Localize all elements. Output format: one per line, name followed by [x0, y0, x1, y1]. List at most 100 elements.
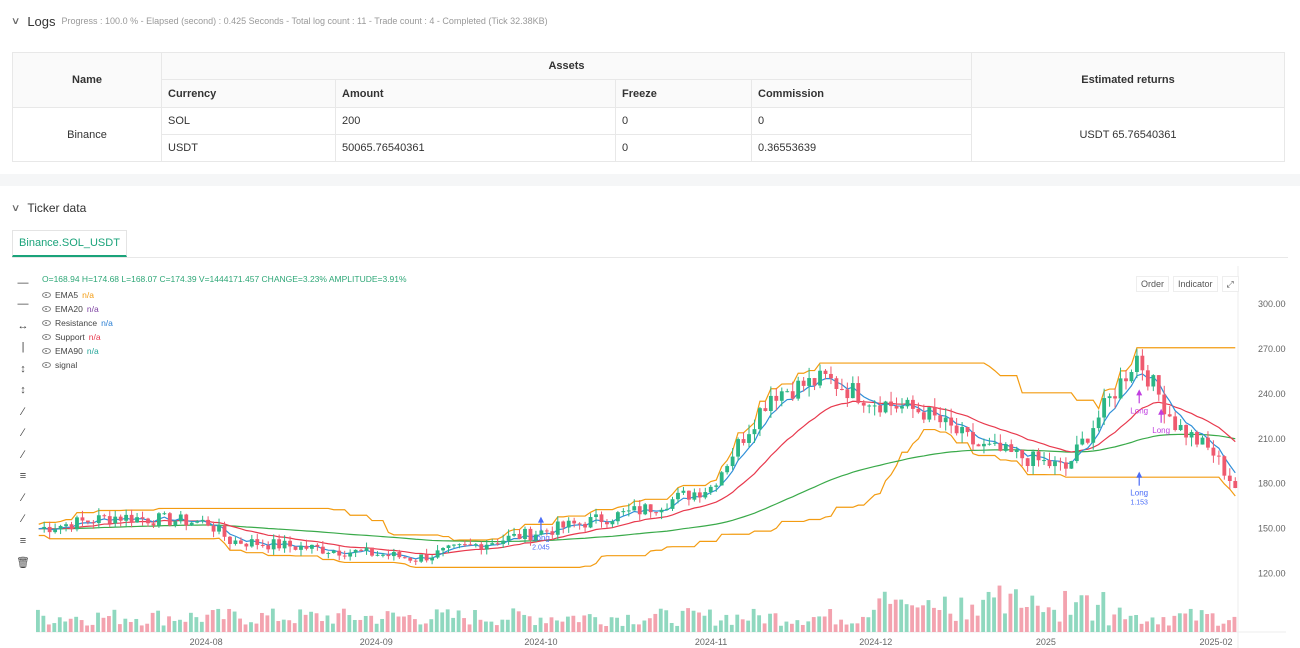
volume-bar — [877, 598, 882, 632]
vertical-line-icon[interactable]: | — [21, 341, 25, 354]
candle-body — [162, 513, 167, 515]
trend-line-icon[interactable]: ∕ — [22, 405, 24, 418]
candle-body — [900, 406, 904, 409]
volume-bar — [287, 620, 292, 632]
candle-body — [976, 444, 981, 447]
legend-signal[interactable]: signal — [42, 358, 113, 372]
fibonacci-icon[interactable]: ∕ — [22, 513, 24, 526]
legend-label: EMA5 — [55, 290, 79, 300]
candle-body — [943, 417, 948, 423]
volume-bar — [467, 624, 472, 632]
horizontal-ray-icon[interactable]: — — [17, 298, 29, 311]
trash-icon[interactable]: 🗑 — [16, 556, 30, 569]
candle-body — [353, 549, 358, 553]
candle-body — [124, 514, 129, 521]
candle-body — [129, 514, 134, 523]
candle-body — [424, 554, 429, 561]
volume-bar — [1024, 607, 1029, 632]
volume-bar — [1205, 614, 1210, 632]
extended-line-icon[interactable]: ↔ — [17, 319, 29, 332]
legend-ema5[interactable]: EMA5 n/a — [42, 288, 113, 302]
assets-table: Name Assets Estimated returns Currency A… — [12, 52, 1285, 162]
volume-bar — [341, 608, 346, 632]
candle-body — [1080, 438, 1085, 445]
volume-bar — [735, 614, 740, 632]
section-divider — [0, 174, 1300, 186]
candle-body — [381, 554, 385, 556]
fib-levels-icon[interactable]: ≡ — [19, 534, 27, 547]
chevron-down-icon[interactable]: ∨ — [10, 15, 21, 27]
volume-bar — [647, 618, 652, 632]
volume-bar — [1172, 615, 1177, 632]
volume-bar — [423, 623, 428, 632]
legend-support[interactable]: Support n/a — [42, 330, 113, 344]
legend-ema20[interactable]: EMA20 n/a — [42, 302, 113, 316]
candle-body — [894, 406, 899, 409]
legend-label: signal — [55, 360, 78, 370]
eye-icon[interactable] — [42, 292, 51, 298]
horizontal-line-icon[interactable]: — — [17, 276, 29, 289]
candle-body — [512, 533, 516, 536]
volume-bar — [511, 608, 516, 632]
volume-bar — [800, 624, 805, 632]
candle-body — [233, 540, 238, 545]
volume-bar — [36, 609, 40, 632]
candle-body — [523, 528, 527, 540]
candle-body — [304, 545, 309, 549]
candle-body — [867, 405, 872, 407]
chevron-down-icon[interactable]: ∨ — [10, 202, 21, 214]
volume-bar — [953, 620, 958, 632]
candle-body — [462, 544, 467, 546]
legend-ema90[interactable]: EMA90 n/a — [42, 344, 113, 358]
candle-body — [572, 520, 577, 524]
candle-body — [375, 554, 380, 556]
volume-bar — [746, 620, 751, 632]
volume-bar — [265, 615, 270, 632]
volume-bar — [161, 625, 166, 632]
eye-icon[interactable] — [42, 306, 51, 312]
volume-bar — [172, 620, 177, 632]
volume-bar — [1216, 625, 1220, 632]
legend-resistance[interactable]: Resistance n/a — [42, 316, 113, 330]
ray-line-icon[interactable]: ∕ — [22, 427, 24, 440]
eye-icon[interactable] — [42, 362, 51, 368]
eye-icon[interactable] — [42, 334, 51, 340]
fullscreen-icon[interactable]: ⤢ — [1221, 276, 1239, 292]
eye-icon[interactable] — [42, 320, 51, 326]
logs-header[interactable]: ∨ Logs Progress : 100.0 % - Elapsed (sec… — [10, 12, 548, 30]
vertical-ray-icon[interactable]: ↕ — [20, 384, 26, 397]
candle-body — [452, 544, 456, 546]
eye-icon[interactable] — [42, 348, 51, 354]
vertical-segment-icon[interactable]: ↕ — [20, 362, 26, 375]
ticker-header[interactable]: ∨ Ticker data — [10, 200, 86, 216]
volume-bar — [41, 615, 46, 632]
order-button[interactable]: Order — [1136, 276, 1170, 292]
candle-body — [53, 529, 58, 533]
volume-bar — [1188, 608, 1193, 632]
candle-body — [419, 554, 424, 562]
candle-body — [260, 544, 265, 546]
volume-bar — [128, 621, 133, 632]
candle-body — [1102, 398, 1107, 418]
signal-label: Long — [1130, 489, 1148, 498]
candle-body — [1206, 437, 1210, 448]
price-line-icon[interactable]: ≡ — [19, 470, 27, 483]
indicator-button[interactable]: Indicator — [1173, 276, 1218, 292]
segment-line-icon[interactable]: ∕ — [22, 448, 24, 461]
volume-bar — [429, 619, 434, 632]
volume-bar — [942, 596, 947, 632]
candle-body — [1167, 414, 1172, 417]
volume-bar — [833, 624, 838, 632]
candle-body — [938, 415, 943, 423]
volume-bar — [363, 615, 368, 632]
candle-body — [146, 518, 150, 524]
candle-body — [1162, 394, 1167, 415]
tab-binance-sol-usdt[interactable]: Binance.SOL_USDT — [12, 230, 127, 257]
parallel-channel-icon[interactable]: ∕ — [22, 491, 24, 504]
candle-body — [342, 555, 347, 557]
volume-bar — [46, 624, 51, 632]
volume-bar — [85, 625, 89, 632]
volume-bar — [451, 617, 456, 632]
